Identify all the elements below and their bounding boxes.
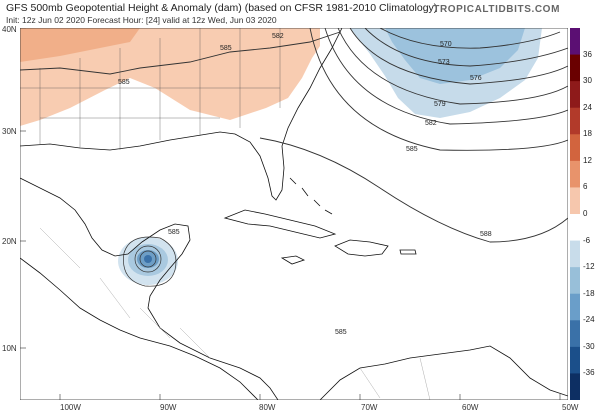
colorbar-swatch bbox=[570, 160, 580, 188]
colorbar bbox=[570, 28, 580, 401]
contour-label: 579 bbox=[434, 101, 446, 108]
lat-label-30n: 30N bbox=[2, 127, 17, 136]
contour-label: 582 bbox=[272, 33, 284, 40]
map-panel: 585 582 585 570 573 576 579 582 585 588 … bbox=[20, 28, 568, 400]
tropical-low-contour-2 bbox=[134, 245, 162, 273]
contour-label: 585 bbox=[118, 79, 130, 86]
colorbar-tick-label: -6 bbox=[583, 235, 591, 245]
map-subtitle: Init: 12z Jun 02 2020 Forecast Hour: [24… bbox=[6, 15, 277, 25]
colorbar-tick-label: 6 bbox=[583, 182, 588, 192]
colorbar-swatch bbox=[570, 81, 580, 109]
negative-anomaly-core bbox=[385, 28, 525, 84]
tropical-low-contour-3 bbox=[123, 236, 177, 287]
contour-label: 585 bbox=[335, 329, 347, 336]
colorbar-swatch bbox=[570, 293, 580, 321]
state-borders bbox=[20, 28, 281, 150]
country-borders bbox=[39, 227, 431, 400]
colorbar-swatch bbox=[570, 346, 580, 374]
height-contours bbox=[20, 28, 568, 243]
contour-label: 585 bbox=[406, 146, 418, 153]
colorbar-swatch bbox=[570, 134, 580, 162]
contour-576 bbox=[349, 28, 568, 85]
lon-label-100w: 100W bbox=[60, 403, 81, 412]
lon-label-80w: 80W bbox=[259, 403, 276, 412]
lon-label-90w: 90W bbox=[160, 403, 177, 412]
brand-label: TROPICALTIDBITS.COM bbox=[433, 4, 560, 15]
contour-585-east bbox=[309, 28, 568, 151]
contour-588 bbox=[259, 137, 568, 243]
tropical-low-center bbox=[144, 255, 152, 263]
colorbar-swatch bbox=[570, 320, 580, 348]
positive-anomaly-core bbox=[20, 28, 140, 62]
graticule-ticks bbox=[20, 28, 561, 400]
contour-label: 576 bbox=[470, 75, 482, 82]
lon-label-60w: 60W bbox=[462, 403, 479, 412]
colorbar-swatch bbox=[570, 214, 580, 242]
lat-label-20n: 20N bbox=[2, 237, 17, 246]
contour-label: 585 bbox=[220, 45, 232, 52]
colorbar-swatch bbox=[570, 187, 580, 215]
colorbar-tick-label: -24 bbox=[583, 315, 595, 325]
tropical-low-contour-1 bbox=[139, 250, 157, 268]
lon-label-50w: 50W bbox=[562, 403, 579, 412]
colorbar-swatch bbox=[570, 28, 580, 56]
colorbar-tick-label: 30 bbox=[583, 76, 592, 86]
colorbar-tick-label: 36 bbox=[583, 49, 592, 59]
colorbar-tick-label: 12 bbox=[583, 155, 592, 165]
colorbar-tick-label: -12 bbox=[583, 262, 595, 272]
coastlines bbox=[20, 28, 568, 400]
contour-570 bbox=[379, 28, 561, 49]
contour-label: 585 bbox=[168, 229, 180, 236]
colorbar-tick-label: 24 bbox=[583, 102, 592, 112]
colorbar-swatch bbox=[570, 267, 580, 295]
colorbar-swatch bbox=[570, 240, 580, 268]
contour-585-north bbox=[20, 31, 341, 75]
colorbar-tick-label: 18 bbox=[583, 129, 592, 139]
contour-582 bbox=[324, 28, 568, 125]
colorbar-swatches bbox=[570, 28, 580, 401]
colorbar-swatch bbox=[570, 107, 580, 135]
contour-label: 570 bbox=[440, 41, 452, 48]
contour-label: 582 bbox=[425, 120, 437, 127]
colorbar-tick-label: -18 bbox=[583, 288, 595, 298]
colorbar-tick-label: 0 bbox=[583, 209, 588, 218]
colorbar-swatch bbox=[570, 373, 580, 401]
contour-label: 573 bbox=[438, 59, 450, 66]
colorbar-tick-label: -36 bbox=[583, 368, 595, 378]
contour-label: 588 bbox=[480, 231, 492, 238]
positive-anomaly-region bbox=[20, 28, 320, 126]
lat-label-10n: 10N bbox=[2, 344, 17, 353]
map-header: GFS 500mb Geopotential Height & Anomaly … bbox=[0, 0, 600, 28]
contour-579 bbox=[337, 28, 568, 105]
contour-573 bbox=[364, 28, 568, 67]
lon-label-70w: 70W bbox=[361, 403, 378, 412]
colorbar-swatch bbox=[570, 54, 580, 82]
lat-label-40n: 40N bbox=[2, 25, 17, 34]
colorbar-tick-label: -30 bbox=[583, 341, 595, 351]
map-title: GFS 500mb Geopotential Height & Anomaly … bbox=[6, 2, 438, 14]
